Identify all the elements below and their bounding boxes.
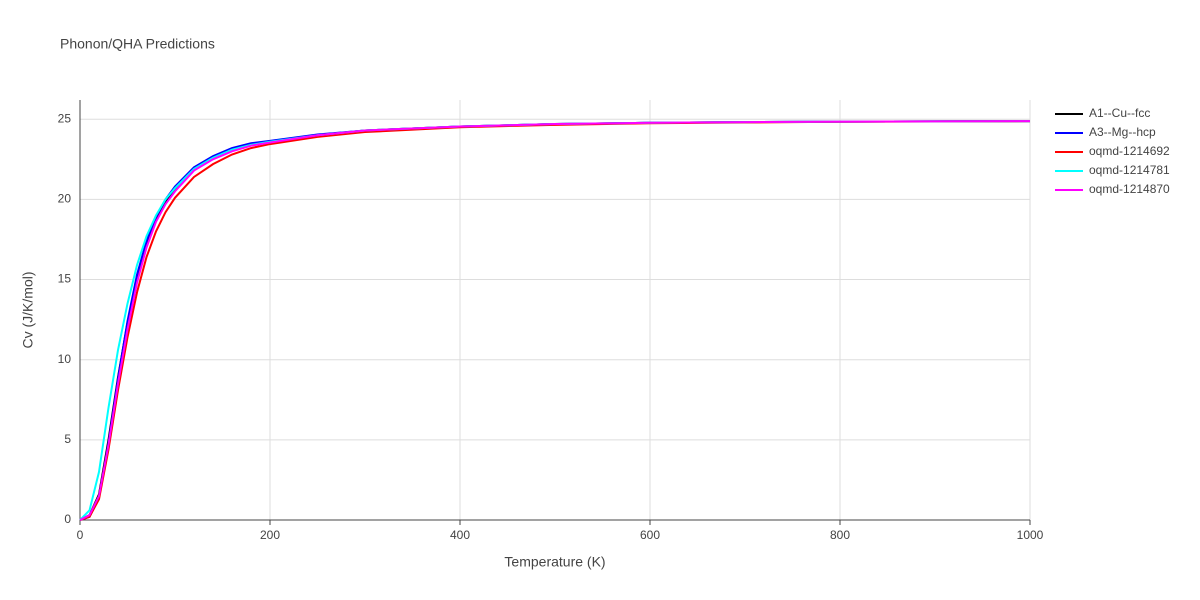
series-line <box>79 120 1031 521</box>
x-tick-label: 400 <box>450 528 470 542</box>
series-line <box>79 120 1031 521</box>
legend-label: A1--Cu--fcc <box>1089 106 1150 120</box>
y-tick-label: 25 <box>58 111 72 125</box>
x-tick-label: 200 <box>260 528 280 542</box>
x-tick-label: 0 <box>77 528 84 542</box>
series-line <box>79 120 1031 521</box>
series-line <box>79 120 1031 521</box>
legend-label: A3--Mg--hcp <box>1089 125 1156 139</box>
chart-title: Phonon/QHA Predictions <box>60 36 215 52</box>
y-tick-label: 10 <box>58 352 72 366</box>
x-tick-label: 600 <box>640 528 660 542</box>
legend-label: oqmd-1214692 <box>1089 144 1170 158</box>
legend-label: oqmd-1214870 <box>1089 182 1170 196</box>
series-line <box>79 120 1031 521</box>
y-tick-label: 0 <box>64 512 71 526</box>
x-tick-label: 1000 <box>1017 528 1044 542</box>
y-tick-label: 15 <box>58 272 72 286</box>
y-axis-title: Cv (J/K/mol) <box>20 272 36 349</box>
x-tick-label: 800 <box>830 528 850 542</box>
y-tick-label: 5 <box>64 432 71 446</box>
legend-label: oqmd-1214781 <box>1089 163 1170 177</box>
y-tick-label: 20 <box>58 192 72 206</box>
x-axis-title: Temperature (K) <box>504 554 605 570</box>
